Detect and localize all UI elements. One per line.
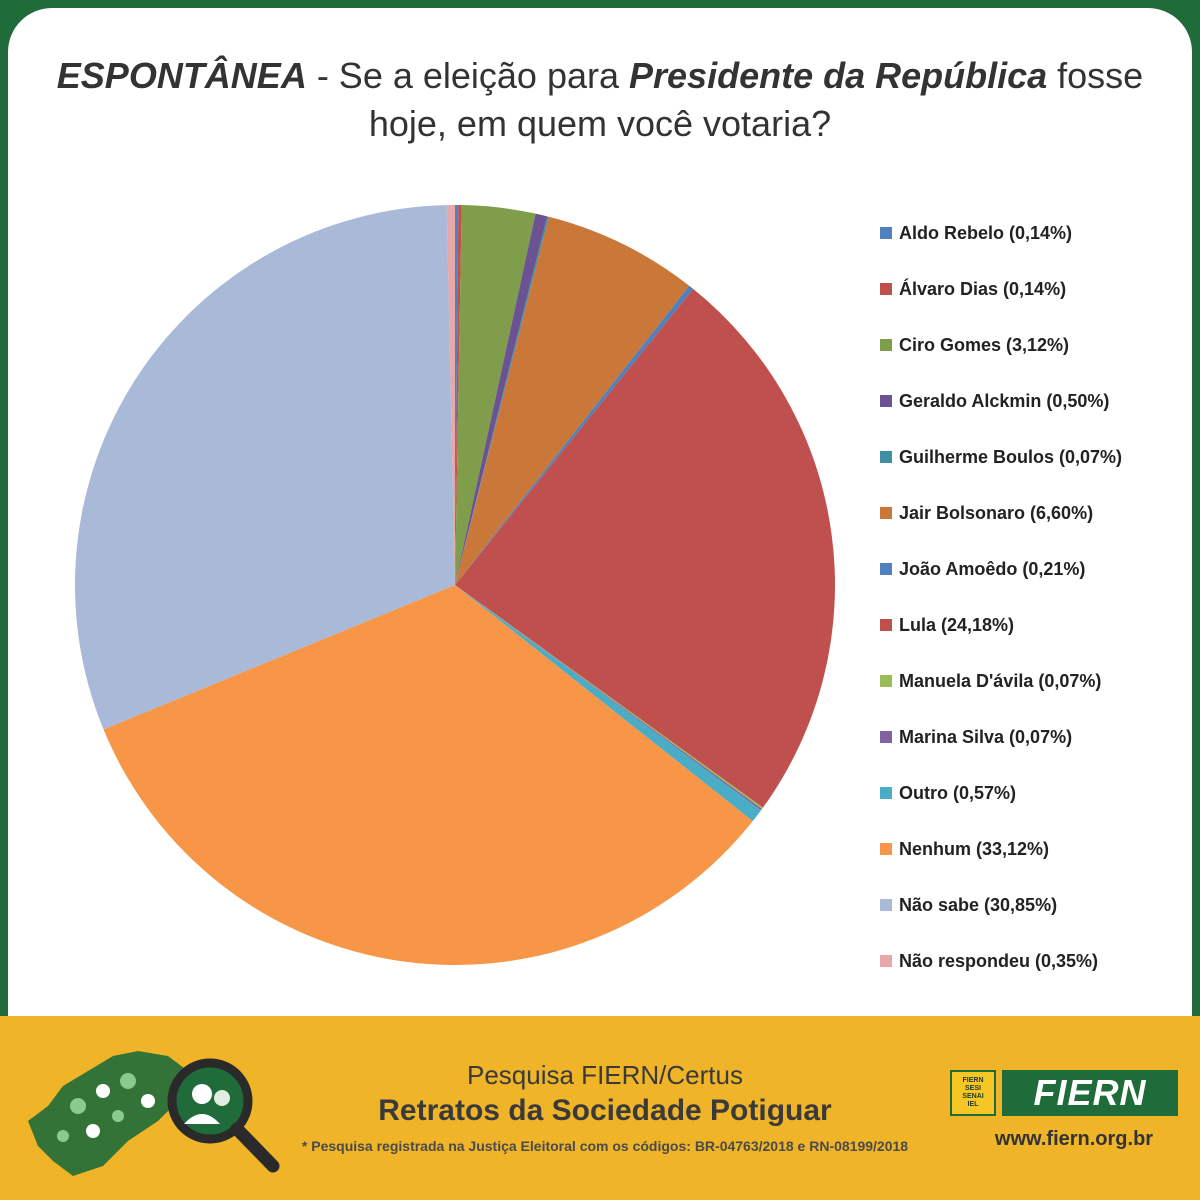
legend-label: Manuela D'ávila (0,07%) bbox=[899, 670, 1102, 691]
pie-slice bbox=[103, 585, 753, 966]
legend-label: João Amoêdo (0,21%) bbox=[899, 558, 1086, 579]
legend-swatch bbox=[880, 395, 892, 407]
legend-swatch bbox=[880, 843, 892, 855]
legend-item: João Amoêdo (0,21%) bbox=[880, 541, 1190, 597]
legend-item: Lula (24,18%) bbox=[880, 597, 1190, 653]
legend-label: Outro (0,57%) bbox=[899, 782, 1017, 803]
pie-slice bbox=[455, 216, 690, 586]
legend-label: Jair Bolsonaro (6,60%) bbox=[899, 502, 1094, 523]
legend-label: Marina Silva (0,07%) bbox=[899, 726, 1073, 747]
legend-label: Guilherme Boulos (0,07%) bbox=[899, 446, 1123, 467]
system-mini-logo: FIERN SESI SENAI IEL bbox=[950, 1070, 996, 1116]
chart-legend: Aldo Rebelo (0,14%) Álvaro Dias (0,14%) Ci… bbox=[880, 205, 1190, 989]
title-part1: - Se a eleição para bbox=[306, 55, 630, 96]
legend-swatch bbox=[880, 507, 892, 519]
pie-slice bbox=[75, 205, 456, 730]
legend-item: Geraldo Alckmin (0,50%) bbox=[880, 373, 1190, 429]
legend-item: Ciro Gomes (3,12%) bbox=[880, 317, 1190, 373]
legend-swatch bbox=[880, 955, 892, 967]
legend-item: Aldo Rebelo (0,14%) bbox=[880, 205, 1190, 261]
mini-logo-line: SENAI bbox=[962, 1093, 984, 1100]
pie-slice bbox=[446, 205, 455, 585]
mini-logo-line: FIERN bbox=[962, 1077, 984, 1084]
legend-label: Álvaro Dias (0,14%) bbox=[899, 278, 1067, 299]
legend-label: Aldo Rebelo (0,14%) bbox=[899, 222, 1073, 243]
legend-swatch bbox=[880, 339, 892, 351]
pie-slice bbox=[455, 213, 548, 585]
fiern-logo: FIERN SESI SENAI IEL FIERN bbox=[950, 1070, 1178, 1116]
legend-label: Ciro Gomes (3,12%) bbox=[899, 334, 1070, 355]
pie-slice bbox=[455, 585, 763, 810]
legend-item: Álvaro Dias (0,14%) bbox=[880, 261, 1190, 317]
registration-note: * Pesquisa registrada na Justiça Eleitor… bbox=[301, 1138, 909, 1154]
footer-banner: Pesquisa FIERN/Certus Retratos da Socied… bbox=[0, 1016, 1200, 1200]
legend-swatch bbox=[880, 451, 892, 463]
legend-item: Não sabe (30,85%) bbox=[880, 877, 1190, 933]
legend-item: Nenhum (33,12%) bbox=[880, 821, 1190, 877]
legend-swatch bbox=[880, 899, 892, 911]
legend-item: Não respondeu (0,35%) bbox=[880, 933, 1190, 989]
legend-item: Jair Bolsonaro (6,60%) bbox=[880, 485, 1190, 541]
pie-slice bbox=[455, 288, 835, 808]
pie-slice bbox=[455, 205, 462, 585]
pie-slice bbox=[455, 285, 694, 585]
pie-slice bbox=[455, 205, 459, 585]
mini-logo-line: SESI bbox=[965, 1085, 981, 1092]
legend-swatch bbox=[880, 675, 892, 687]
legend-swatch bbox=[880, 227, 892, 239]
survey-title: Retratos da Sociedade Potiguar bbox=[378, 1094, 832, 1127]
pie-slice bbox=[455, 585, 761, 822]
title-prefix: ESPONTÂNEA bbox=[56, 55, 307, 96]
legend-label: Não respondeu (0,35%) bbox=[899, 950, 1099, 971]
pie-slice bbox=[455, 585, 762, 811]
title-part2: fosse hoje, em quem você votaria? bbox=[368, 55, 1144, 144]
legend-item: Manuela D'ávila (0,07%) bbox=[880, 653, 1190, 709]
mini-logo-line: IEL bbox=[967, 1101, 979, 1108]
legend-label: Nenhum (33,12%) bbox=[899, 838, 1050, 859]
legend-swatch bbox=[880, 563, 892, 575]
legend-label: Lula (24,18%) bbox=[899, 614, 1015, 635]
legend-swatch bbox=[880, 283, 892, 295]
legend-label: Geraldo Alckmin (0,50%) bbox=[899, 390, 1110, 411]
title-emphasis: Presidente da República bbox=[629, 55, 1048, 96]
legend-swatch bbox=[880, 731, 892, 743]
legend-swatch bbox=[880, 619, 892, 631]
legend-item: Marina Silva (0,07%) bbox=[880, 709, 1190, 765]
chart-title: ESPONTÂNEA - Se a eleição para President… bbox=[40, 52, 1160, 148]
legend-label: Não sabe (30,85%) bbox=[899, 894, 1058, 915]
survey-line: Pesquisa FIERN/Certus bbox=[467, 1060, 743, 1090]
state-map-magnifier-icon bbox=[28, 1051, 280, 1176]
pie-slice bbox=[455, 216, 549, 585]
website-link[interactable]: www.fiern.org.br bbox=[994, 1128, 1154, 1150]
legend-swatch bbox=[880, 787, 892, 799]
pie-slice bbox=[455, 205, 536, 585]
legend-item: Outro (0,57%) bbox=[880, 765, 1190, 821]
fiern-logo-text: FIERN bbox=[1002, 1070, 1178, 1116]
legend-item: Guilherme Boulos (0,07%) bbox=[880, 429, 1190, 485]
